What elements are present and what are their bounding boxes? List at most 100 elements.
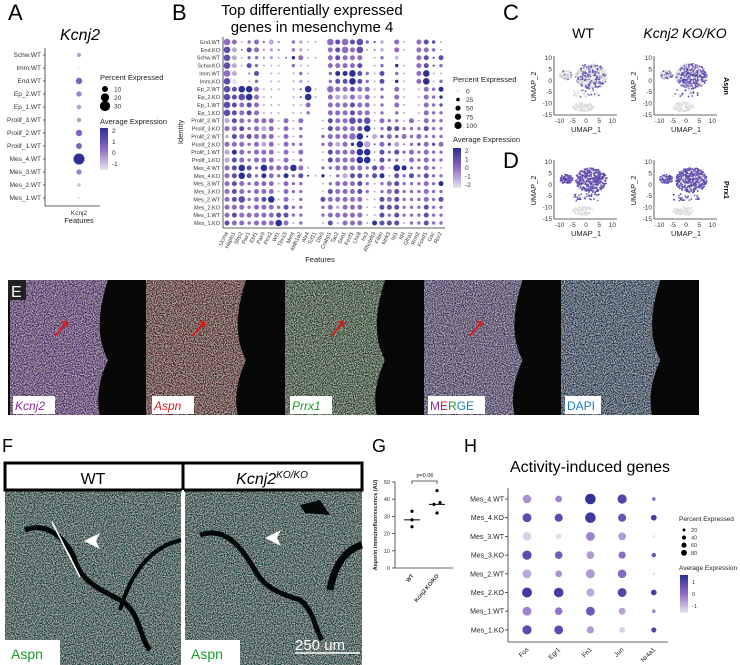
dot bbox=[277, 198, 280, 201]
umap-cell bbox=[587, 177, 589, 180]
dot bbox=[373, 48, 376, 51]
dot bbox=[261, 204, 267, 210]
umap-cell bbox=[692, 191, 695, 194]
umap-cell bbox=[685, 84, 688, 86]
umap-xtick: 10 bbox=[609, 118, 617, 125]
dot bbox=[223, 101, 231, 109]
dot bbox=[342, 189, 348, 195]
umap-cell bbox=[687, 185, 690, 187]
row-label: Mes_4.WT bbox=[470, 497, 505, 504]
umap-cell bbox=[585, 104, 588, 107]
dot bbox=[231, 39, 237, 45]
umap-cell bbox=[572, 210, 574, 213]
umap-cell bbox=[584, 168, 587, 171]
umap-cell bbox=[590, 103, 593, 106]
ytick-label: 20 bbox=[384, 532, 390, 538]
dot bbox=[238, 164, 246, 172]
umap-cell bbox=[590, 179, 593, 182]
dot bbox=[401, 165, 407, 171]
dot bbox=[380, 95, 384, 99]
dot bbox=[307, 159, 309, 161]
dot bbox=[231, 126, 237, 132]
umap-cell bbox=[584, 68, 587, 71]
umap-ytick: -15 bbox=[643, 216, 653, 223]
ko-header: Kcnj2KO/KO bbox=[236, 470, 308, 488]
panel-h-title: Activity-induced genes bbox=[510, 459, 670, 476]
dot bbox=[386, 133, 392, 139]
feature-label: Fezf1 bbox=[344, 231, 355, 246]
dot bbox=[327, 38, 334, 46]
umap-cell bbox=[581, 69, 584, 72]
dot bbox=[254, 181, 260, 187]
umap-cell bbox=[575, 95, 578, 98]
dot bbox=[652, 535, 656, 538]
umap-cell bbox=[605, 177, 608, 180]
dot bbox=[349, 110, 355, 116]
umap-cell bbox=[602, 70, 605, 73]
umap-cell bbox=[682, 77, 685, 79]
umap-cell bbox=[678, 196, 680, 199]
umap-cell bbox=[695, 174, 698, 177]
umap-cell bbox=[690, 212, 693, 215]
dot bbox=[432, 80, 435, 83]
dot bbox=[322, 88, 324, 90]
dot bbox=[283, 196, 289, 202]
dot bbox=[315, 214, 317, 216]
dot bbox=[431, 221, 436, 225]
umap-cell bbox=[705, 175, 708, 178]
channel-label-box bbox=[428, 396, 485, 414]
color-legend-label: 2 bbox=[112, 128, 116, 135]
dot bbox=[440, 41, 443, 43]
dot bbox=[277, 182, 280, 185]
umap-cell bbox=[680, 76, 683, 79]
umap-cell bbox=[583, 92, 586, 95]
dot bbox=[356, 148, 364, 156]
umap-cell bbox=[596, 68, 599, 71]
dot bbox=[416, 55, 422, 61]
dot bbox=[335, 86, 341, 92]
dot bbox=[321, 213, 325, 217]
panel-label-e: E bbox=[11, 284, 22, 301]
umap-cell bbox=[593, 198, 595, 200]
dot bbox=[423, 63, 429, 69]
umap-cell bbox=[591, 70, 594, 73]
umap-cell bbox=[678, 199, 681, 202]
umap-cell bbox=[662, 179, 665, 181]
dot bbox=[342, 133, 348, 139]
dot bbox=[240, 41, 243, 43]
channel-label-box bbox=[13, 396, 55, 414]
dot bbox=[315, 206, 317, 208]
dot bbox=[380, 56, 384, 60]
panel-label-b: B bbox=[172, 0, 187, 25]
dot bbox=[223, 38, 231, 46]
feature-label: Tbx15 bbox=[277, 231, 289, 247]
umap-cell bbox=[602, 75, 604, 78]
umap-cell bbox=[690, 64, 692, 66]
umap-cell bbox=[682, 199, 684, 202]
umap-cell bbox=[702, 179, 704, 182]
dot bbox=[270, 103, 273, 106]
dot bbox=[238, 85, 246, 93]
feature-label: Id4 bbox=[398, 231, 407, 240]
dot bbox=[357, 86, 363, 92]
dot bbox=[322, 65, 324, 67]
dot bbox=[365, 181, 369, 186]
umap-cell bbox=[566, 76, 569, 79]
column-label-wt: WT bbox=[572, 25, 594, 41]
umap-cell bbox=[686, 69, 689, 72]
dot bbox=[261, 149, 267, 155]
dot bbox=[423, 102, 429, 108]
dot bbox=[380, 189, 384, 194]
umap-cell bbox=[573, 210, 576, 213]
dot bbox=[248, 80, 251, 83]
dot bbox=[417, 126, 421, 131]
umap-cell bbox=[675, 72, 677, 74]
dot bbox=[268, 165, 274, 171]
umap-cell bbox=[691, 180, 694, 183]
dot bbox=[403, 88, 406, 91]
umap-cell bbox=[585, 80, 588, 83]
dot bbox=[387, 142, 392, 147]
umap-cell bbox=[675, 184, 678, 187]
umap-cell bbox=[692, 188, 695, 190]
umap-cell bbox=[581, 175, 583, 178]
